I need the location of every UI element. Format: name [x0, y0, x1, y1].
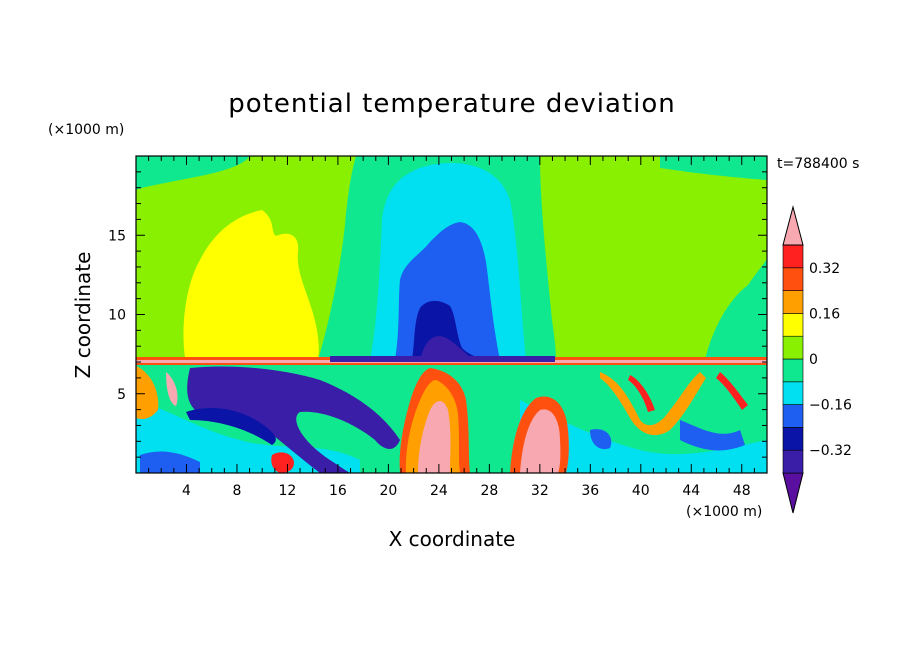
contour-left-edge-warm: [136, 366, 159, 420]
contour-cold-core-inner: [420, 336, 474, 360]
y-tick-label: 10: [108, 308, 126, 324]
x-tick-label: 20: [379, 483, 397, 499]
colorbar-label: −0.32: [809, 443, 852, 459]
colorbar-swatch: [782, 267, 804, 291]
x-tick-label: 44: [682, 483, 700, 499]
colorbar-swatch: [782, 449, 804, 474]
contour-left-edge-pink: [166, 372, 178, 406]
contour-upper-left-cyan: [136, 156, 250, 190]
contour-lower-right-warm-streaks: [600, 372, 706, 436]
contour-inversion-cold-strip: [330, 356, 555, 362]
x-ticks: 4 8 12 16 20 24 28 32 36 40 44 48: [148, 156, 755, 499]
contour-warm-plume-left: [183, 210, 319, 360]
y-unit-label: (×1000 m): [48, 122, 124, 138]
colorbar-swatch: [782, 427, 804, 451]
colorbar-label: 0.32: [809, 261, 840, 277]
colorbar: 0.32 0.16 0 −0.16 −0.32: [782, 205, 852, 514]
x-tick-label: 48: [733, 483, 751, 499]
x-tick-label: 16: [329, 483, 347, 499]
colorbar-swatch: [782, 244, 804, 269]
x-tick-label: 12: [279, 483, 297, 499]
contour-lower-left-cold-band: [187, 366, 400, 473]
colorbar-swatch: [782, 313, 804, 337]
contour-upper-right-cyan: [660, 156, 767, 180]
x-tick-label: 24: [430, 483, 448, 499]
x-tick-label: 40: [632, 483, 650, 499]
x-tick-label: 32: [531, 483, 549, 499]
x-axis-label: X coordinate: [389, 527, 516, 551]
x-unit-label: (×1000 m): [686, 504, 762, 520]
x-tick-label: 8: [232, 483, 241, 499]
y-ticks: 5 10 15: [108, 171, 767, 458]
contour-small-warm-spot: [271, 452, 294, 473]
y-tick-label: 5: [117, 387, 126, 403]
colorbar-extend-high: [782, 205, 804, 246]
colorbar-label: 0.16: [809, 306, 840, 322]
time-label: t=788400 s: [777, 156, 859, 172]
contour-field: [136, 156, 767, 473]
chart-title: potential temperature deviation: [228, 89, 675, 119]
contour-lower-left-blue-edge: [186, 408, 276, 445]
colorbar-swatch: [782, 404, 804, 428]
colorbar-swatch: [782, 335, 804, 360]
contour-warm-column-pink: [418, 401, 451, 473]
contour-lower-cyan-bands: [136, 400, 767, 473]
x-tick-label: 28: [480, 483, 498, 499]
y-axis-label: Z coordinate: [71, 252, 95, 379]
colorbar-label: 0: [809, 352, 818, 368]
contour-lower-blue-patches: [140, 420, 745, 473]
colorbar-swatch: [782, 290, 804, 314]
contour-warm-blob-pink: [520, 409, 561, 473]
x-tick-label: 36: [581, 483, 599, 499]
colorbar-swatch: [782, 358, 804, 383]
colorbar-label: −0.16: [809, 398, 852, 414]
colorbar-extend-low: [782, 472, 804, 514]
x-tick-label: 4: [182, 483, 191, 499]
colorbar-swatch: [782, 381, 804, 405]
y-tick-label: 15: [108, 228, 126, 244]
contour-right-plume: [705, 258, 767, 360]
